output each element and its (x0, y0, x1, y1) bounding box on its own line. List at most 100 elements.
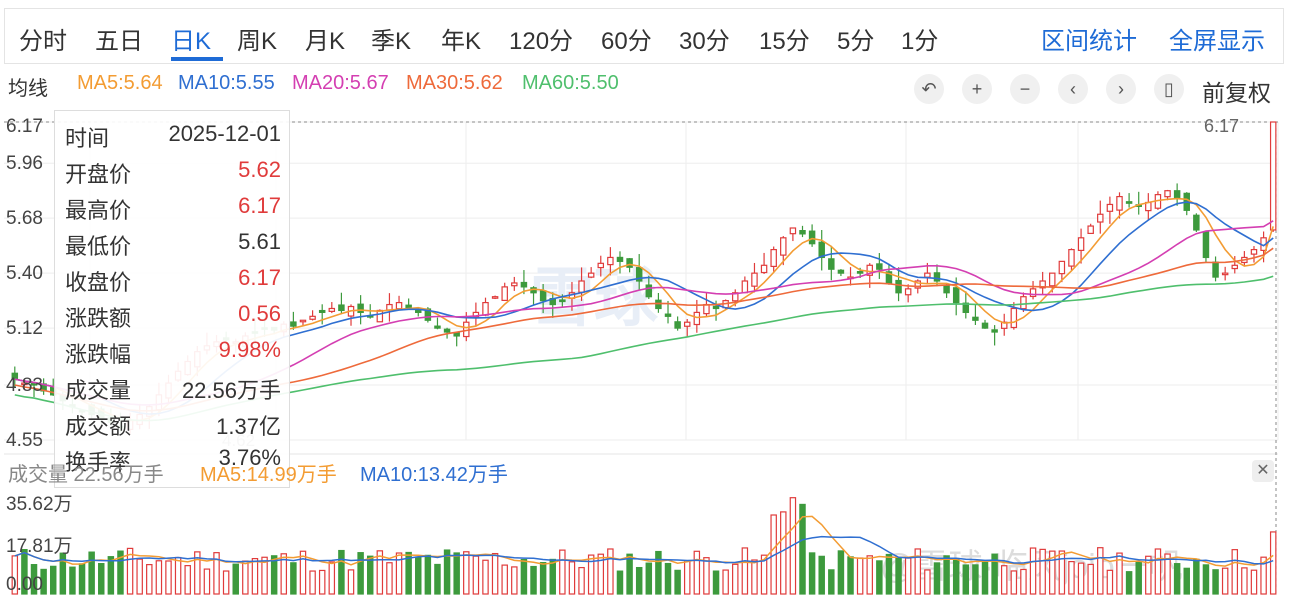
volume-bar (511, 566, 518, 595)
tab-0[interactable]: 分时 (19, 28, 67, 55)
candle-body (1116, 195, 1123, 211)
tab-2[interactable]: 日K (171, 28, 212, 55)
zoom-in-icon[interactable]: + (962, 74, 992, 104)
candle-body (885, 271, 893, 284)
tooltip-label: 开盘价 (65, 162, 132, 187)
candle-body (1164, 190, 1171, 198)
volume-bar (146, 564, 153, 595)
candle-body (924, 272, 931, 278)
volume-bar (1193, 558, 1200, 595)
close-volume-icon[interactable]: ✕ (1252, 460, 1274, 482)
volume-bar (270, 555, 278, 595)
candle-body (395, 301, 403, 310)
tab-5[interactable]: 季K (371, 28, 412, 55)
candle-body (828, 258, 835, 270)
candle-body (799, 230, 806, 235)
candle-body (808, 230, 816, 245)
volume-ma10-line (14, 535, 1274, 565)
volume-bar (818, 555, 825, 595)
chevron-right-icon[interactable]: › (1106, 74, 1136, 104)
candle-body (645, 284, 653, 298)
candle-body (933, 272, 941, 282)
tab-9[interactable]: 30分 (679, 28, 730, 55)
tooltip-value: 2025-12-01 (168, 121, 281, 146)
volume-bar (261, 556, 268, 595)
ma30-legend: MA30:5.62 (406, 72, 503, 94)
range-stats-link[interactable]: 区间统计 (1041, 28, 1137, 55)
tooltip-row: 开盘价 5.62 (65, 157, 281, 191)
candle-body (741, 280, 749, 294)
tab-4[interactable]: 月K (305, 28, 346, 55)
tooltip-value: 5.61 (238, 229, 281, 254)
candle-body (664, 313, 672, 317)
volume-bar (290, 562, 297, 595)
zoom-out-icon[interactable]: − (1010, 74, 1040, 104)
volume-bar (904, 557, 912, 595)
volume-bar (501, 564, 508, 595)
tooltip-row: 最高价 6.17 (65, 193, 281, 227)
price-axis-label: 5.40 (6, 263, 43, 284)
candle-body (1125, 201, 1133, 204)
price-axis-label: 4.55 (6, 430, 43, 451)
tab-1[interactable]: 五日 (95, 28, 143, 55)
volume-bar (1106, 569, 1114, 595)
volume-bar (635, 566, 643, 595)
candle-body (434, 325, 441, 329)
volume-bar (1221, 567, 1229, 595)
candle-body (1087, 225, 1094, 235)
candle-body (1231, 264, 1239, 270)
volume-bar (49, 565, 57, 595)
tab-10[interactable]: 15分 (759, 28, 810, 55)
candle-body (655, 299, 662, 310)
tooltip-label: 最高价 (65, 198, 132, 223)
candle-body (837, 269, 845, 274)
price-axis-label: 6.17 (6, 116, 43, 137)
candle-toggle-icon[interactable]: ▯ (1154, 74, 1184, 104)
fullscreen-link[interactable]: 全屏显示 (1169, 28, 1265, 55)
candle-body (1202, 231, 1210, 259)
tab-11[interactable]: 5分 (837, 28, 875, 55)
candle-body (318, 309, 326, 314)
tab-12[interactable]: 1分 (901, 28, 939, 55)
volume-bar (780, 511, 787, 595)
volume-bar (357, 552, 364, 595)
volume-bar (799, 503, 806, 595)
candle-body (1049, 272, 1056, 287)
candle-body (914, 280, 922, 289)
candle-body (635, 267, 643, 282)
crosshair-price-label: 6.17 (1204, 116, 1239, 136)
volume-bar (876, 560, 883, 595)
ma60-legend: MA60:5.50 (522, 72, 619, 94)
candle-body (597, 262, 605, 269)
volume-bar (88, 551, 95, 595)
volume-bar (1049, 550, 1056, 595)
volume-bar (1010, 570, 1018, 595)
tab-8[interactable]: 60分 (601, 28, 652, 55)
candle-body (559, 299, 566, 303)
candle-body (1010, 307, 1018, 329)
candle-body (501, 286, 508, 301)
tooltip-value: 1.37亿 (216, 414, 281, 439)
volume-bar (991, 553, 998, 595)
tooltip-label: 涨跌幅 (65, 342, 132, 367)
volume-bar (328, 561, 336, 595)
undo-icon[interactable]: ↶ (914, 74, 944, 104)
volume-bar (943, 555, 950, 595)
candle-body (770, 248, 777, 268)
candle-body (21, 382, 28, 386)
candle-body (511, 282, 518, 287)
volume-bar (1231, 549, 1239, 595)
volume-bar (453, 552, 460, 595)
tab-6[interactable]: 年K (441, 28, 482, 55)
tooltip-value: 3.76% (218, 445, 281, 470)
volume-bar (40, 568, 47, 595)
volume-bar (607, 548, 614, 595)
volume-bar (280, 553, 288, 595)
tab-3[interactable]: 周K (237, 28, 278, 55)
tab-7[interactable]: 120分 (509, 28, 574, 55)
tooltip-row: 成交额 1.37亿 (65, 409, 281, 443)
chevron-left-icon[interactable]: ‹ (1058, 74, 1088, 104)
volume-bar (174, 556, 182, 595)
adjust-mode-button[interactable]: 前复权 (1202, 80, 1271, 106)
